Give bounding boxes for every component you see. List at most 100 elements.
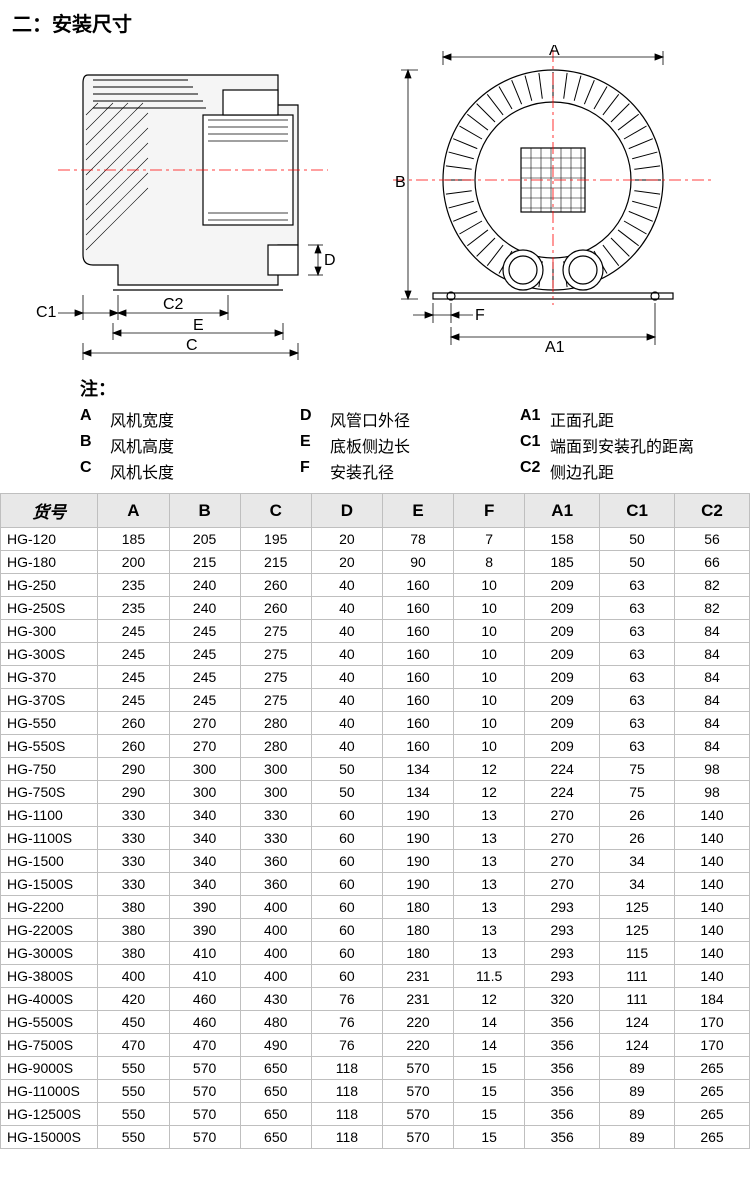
table-cell: 340	[169, 873, 240, 896]
table-cell: 40	[311, 689, 382, 712]
table-cell: 10	[454, 620, 525, 643]
table-cell: 63	[600, 597, 675, 620]
table-cell: 280	[240, 735, 311, 758]
table-cell: 570	[169, 1057, 240, 1080]
table-cell: HG-4000S	[1, 988, 98, 1011]
table-cell: 410	[169, 942, 240, 965]
table-cell: 400	[240, 965, 311, 988]
table-cell: 280	[240, 712, 311, 735]
table-row: HG-25023524026040160102096382	[1, 574, 750, 597]
legend-item: C1端面到安装孔的距离	[520, 433, 720, 457]
table-cell: HG-3800S	[1, 965, 98, 988]
table-cell: 124	[600, 1011, 675, 1034]
legend-key: E	[300, 433, 324, 457]
legend-text: 风机高度	[110, 433, 174, 457]
legend-item: F安装孔径	[300, 459, 500, 483]
table-cell: 60	[311, 827, 382, 850]
table-header-cell: C2	[675, 494, 750, 528]
table-cell: HG-12500S	[1, 1103, 98, 1126]
table-cell: 60	[311, 896, 382, 919]
table-cell: HG-250S	[1, 597, 98, 620]
table-cell: 360	[240, 873, 311, 896]
table-cell: 380	[98, 942, 169, 965]
table-cell: 650	[240, 1057, 311, 1080]
table-cell: 13	[454, 942, 525, 965]
table-cell: 10	[454, 689, 525, 712]
dim-b-label: B	[395, 174, 406, 191]
table-cell: 400	[240, 896, 311, 919]
dimensions-table: 货号ABCDEFA1C1C2 HG-1201852051952078715850…	[0, 493, 750, 1149]
table-cell: 50	[600, 528, 675, 551]
legend-grid: A风机宽度D风管口外径A1正面孔距B风机高度E底板侧边长C1端面到安装孔的距离C…	[80, 407, 720, 483]
table-cell: 89	[600, 1126, 675, 1149]
table-cell: 40	[311, 597, 382, 620]
table-cell: 13	[454, 850, 525, 873]
dim-d-label: D	[324, 252, 336, 269]
front-view-diagram: A B F A1	[383, 45, 723, 365]
table-header-cell: A1	[525, 494, 600, 528]
table-row: HG-2200S3803904006018013293125140	[1, 919, 750, 942]
table-cell: 360	[240, 850, 311, 873]
table-cell: 300	[240, 781, 311, 804]
table-cell: 224	[525, 758, 600, 781]
table-cell: HG-550S	[1, 735, 98, 758]
table-cell: 330	[240, 827, 311, 850]
table-cell: 15	[454, 1126, 525, 1149]
table-cell: HG-550	[1, 712, 98, 735]
table-cell: 63	[600, 643, 675, 666]
table-cell: 60	[311, 804, 382, 827]
dim-c2-label: C2	[163, 296, 184, 313]
dim-c-label: C	[186, 337, 198, 354]
table-cell: HG-1500	[1, 850, 98, 873]
table-cell: 84	[675, 666, 750, 689]
table-cell: 380	[98, 896, 169, 919]
table-cell: 330	[98, 850, 169, 873]
table-cell: 50	[600, 551, 675, 574]
table-cell: 209	[525, 735, 600, 758]
table-cell: 340	[169, 804, 240, 827]
table-cell: 111	[600, 988, 675, 1011]
legend-key: C	[80, 459, 104, 483]
table-cell: 260	[240, 574, 311, 597]
table-header-cell: F	[454, 494, 525, 528]
table-cell: 34	[600, 873, 675, 896]
table-cell: 63	[600, 735, 675, 758]
table-row: HG-3800S4004104006023111.5293111140	[1, 965, 750, 988]
table-cell: 265	[675, 1080, 750, 1103]
table-cell: 300	[169, 758, 240, 781]
table-cell: 224	[525, 781, 600, 804]
table-cell: 125	[600, 896, 675, 919]
table-cell: 75	[600, 758, 675, 781]
table-row: HG-370S24524527540160102096384	[1, 689, 750, 712]
legend-key: B	[80, 433, 104, 457]
table-cell: 160	[382, 712, 453, 735]
legend-text: 正面孔距	[550, 407, 614, 431]
table-cell: 115	[600, 942, 675, 965]
table-cell: 10	[454, 712, 525, 735]
table-cell: 170	[675, 1011, 750, 1034]
table-row: HG-3000S3804104006018013293115140	[1, 942, 750, 965]
table-row: HG-120185205195207871585056	[1, 528, 750, 551]
table-cell: 125	[600, 919, 675, 942]
table-cell: 56	[675, 528, 750, 551]
table-cell: HG-250	[1, 574, 98, 597]
table-cell: 245	[98, 620, 169, 643]
legend-text: 底板侧边长	[330, 433, 410, 457]
table-row: HG-15000S5505706501185701535689265	[1, 1126, 750, 1149]
legend-key: A	[80, 407, 104, 431]
table-cell: 490	[240, 1034, 311, 1057]
table-cell: 160	[382, 643, 453, 666]
legend-item: A风机宽度	[80, 407, 280, 431]
table-cell: 13	[454, 896, 525, 919]
table-cell: 180	[382, 896, 453, 919]
table-row: HG-1100S330340330601901327026140	[1, 827, 750, 850]
table-cell: 450	[98, 1011, 169, 1034]
table-cell: 300	[240, 758, 311, 781]
table-cell: 570	[169, 1080, 240, 1103]
table-cell: 10	[454, 597, 525, 620]
table-cell: 14	[454, 1011, 525, 1034]
table-cell: 26	[600, 827, 675, 850]
table-cell: 293	[525, 919, 600, 942]
table-cell: HG-370	[1, 666, 98, 689]
table-cell: 82	[675, 574, 750, 597]
